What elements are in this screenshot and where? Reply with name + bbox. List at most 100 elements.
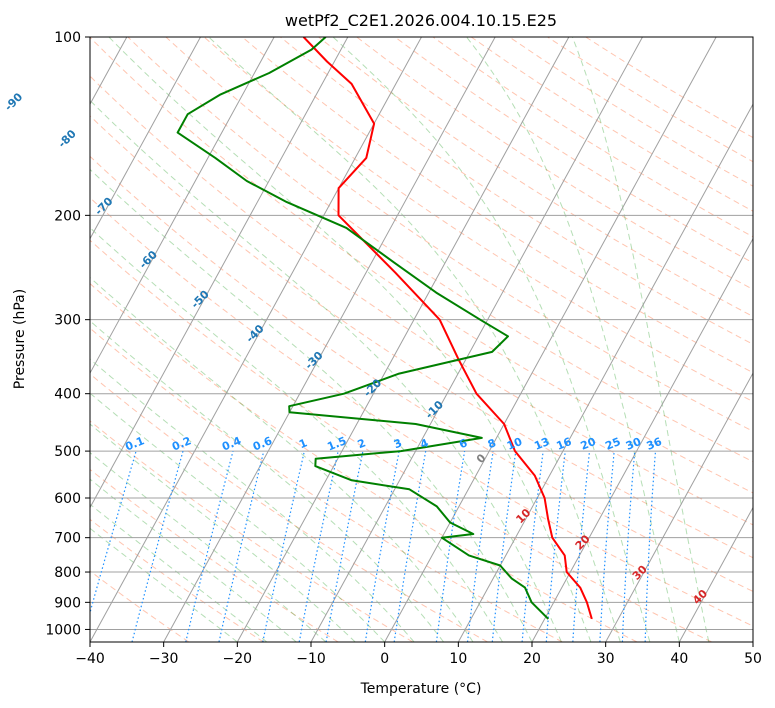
moist-adiabat-line: [466, 37, 680, 642]
dry-adiabat-line: [165, 37, 753, 432]
mixing-ratio-line: [185, 450, 234, 642]
x-tick-label: −20: [223, 651, 253, 667]
mixing-ratio-label: 25: [603, 435, 622, 453]
dry-adiabat-line: [90, 373, 488, 642]
mixing-ratio-label: 36: [645, 435, 664, 453]
mixing-ratio-line: [621, 451, 636, 642]
x-tick-label: 50: [744, 651, 762, 667]
dry-adiabat-line: [356, 37, 753, 290]
dry-adiabat-line: [90, 75, 753, 526]
mixing-ratio-label: 20: [579, 435, 598, 453]
mixing-ratio-line: [521, 451, 544, 642]
mixing-ratio-label: 2: [356, 436, 368, 451]
isotherm-label: 40: [690, 587, 710, 607]
dry-adiabat-line: [90, 518, 264, 642]
y-tick-label: 700: [54, 531, 81, 547]
axes: −40 −30 −20 −10 0 10 20 30 40 5010020030040050060…: [45, 30, 762, 667]
mixing-ratio-line: [435, 451, 466, 642]
dry-adiabat-line: [90, 420, 414, 642]
isotherm-label: 0: [474, 451, 489, 466]
mixing-ratio-label: 16: [554, 435, 573, 453]
mixing-ratio-label: 3: [392, 436, 404, 451]
moist-adiabat-line: [90, 478, 297, 642]
dry-adiabat-line: [90, 570, 190, 642]
dry-adiabat-line: [90, 327, 563, 642]
dry-adiabat-line: [90, 468, 339, 642]
isotherm-label: 10: [513, 506, 533, 526]
y-axis-title: Pressure (hPa): [12, 289, 28, 389]
y-tick-label: 800: [54, 565, 81, 581]
line-labels: 0.10.20.40.611.52346810131620253036-100-…: [2, 90, 710, 607]
moist-adiabat-line: [90, 527, 238, 642]
x-tick-label: 30: [597, 651, 615, 667]
dry-adiabat-line: [394, 37, 753, 264]
mixing-ratio-line: [218, 450, 265, 642]
mixing-ratio-label: 30: [624, 435, 643, 453]
isotherm-line: [457, 103, 753, 642]
moist-adiabat-line: [90, 227, 503, 642]
x-tick-label: −40: [75, 651, 105, 667]
mixing-ratio-line: [572, 451, 591, 642]
isotherm-line: [678, 506, 753, 642]
moist-adiabat-line: [90, 423, 356, 642]
dry-adiabat-line: [90, 115, 753, 559]
dry-adiabat-line: [585, 37, 753, 139]
isotherm-label: -90: [2, 90, 25, 113]
x-tick-label: 40: [670, 651, 688, 667]
isotherm-line: [310, 37, 643, 642]
mixing-ratio-line: [545, 451, 566, 642]
dry-adiabat-line: [90, 37, 753, 494]
mixing-ratio-label: 6: [457, 436, 469, 451]
moist-adiabat-line: [90, 168, 533, 642]
moist-adiabat-line: [90, 99, 562, 642]
dry-adiabat-line: [318, 37, 753, 318]
y-tick-label: 600: [54, 491, 81, 507]
temperature-line: [302, 37, 593, 620]
moist-adiabat-line: [90, 276, 474, 642]
dry-adiabat-line: [90, 282, 638, 642]
x-tick-label: 20: [523, 651, 541, 667]
mixing-ratio-label: 1: [297, 436, 309, 451]
y-tick-label: 200: [54, 208, 81, 224]
mixing-ratio-line: [466, 451, 494, 642]
x-tick-label: −30: [149, 651, 179, 667]
y-tick-label: 100: [54, 30, 81, 46]
background-lines: [90, 37, 753, 642]
isotherm-label: 20: [573, 532, 593, 552]
isotherm-line: [90, 37, 275, 375]
mixing-ratio-label: 10: [505, 435, 524, 453]
dry-adiabat-line: [90, 197, 753, 627]
mixing-ratio-label: 8: [486, 436, 498, 451]
mixing-ratio-line: [90, 450, 137, 615]
plot-frame: [89, 36, 754, 643]
moist-adiabat-line: [90, 503, 268, 642]
mixing-ratio-line: [131, 450, 184, 642]
isotherm-line: [384, 37, 717, 642]
chart-title: wetPf2_C2E1.2026.004.10.15.E25: [285, 11, 557, 31]
isotherm-line: [605, 372, 753, 642]
x-tick-label: 0: [380, 651, 389, 667]
mixing-ratio-line: [262, 450, 305, 642]
moist-adiabat-line: [90, 358, 415, 642]
sounding-lines: [176, 37, 593, 620]
y-tick-label: 400: [54, 387, 81, 403]
moist-adiabat-line: [90, 320, 444, 642]
mixing-ratio-label: 13: [532, 435, 551, 453]
isotherm-label: -80: [56, 127, 79, 150]
moist-adiabat-line: [332, 37, 651, 642]
moist-adiabat-line: [208, 37, 621, 642]
mixing-ratio-label: 4: [418, 436, 430, 451]
isotherm-line: [531, 237, 753, 642]
x-axis-title: Temperature (°C): [360, 681, 482, 697]
dewpoint-line: [176, 37, 550, 620]
isotherm-line: [236, 37, 570, 642]
isotherm-line: [90, 37, 349, 509]
mixing-ratio-line: [491, 451, 517, 642]
isotherm-line: [90, 37, 201, 240]
y-tick-label: 300: [54, 313, 81, 329]
isotherm-line: [163, 37, 496, 642]
x-tick-label: −10: [296, 651, 326, 667]
moist-adiabat-line: [571, 37, 710, 642]
dry-adiabat-line: [203, 37, 753, 403]
isotherm-line: [752, 640, 753, 642]
